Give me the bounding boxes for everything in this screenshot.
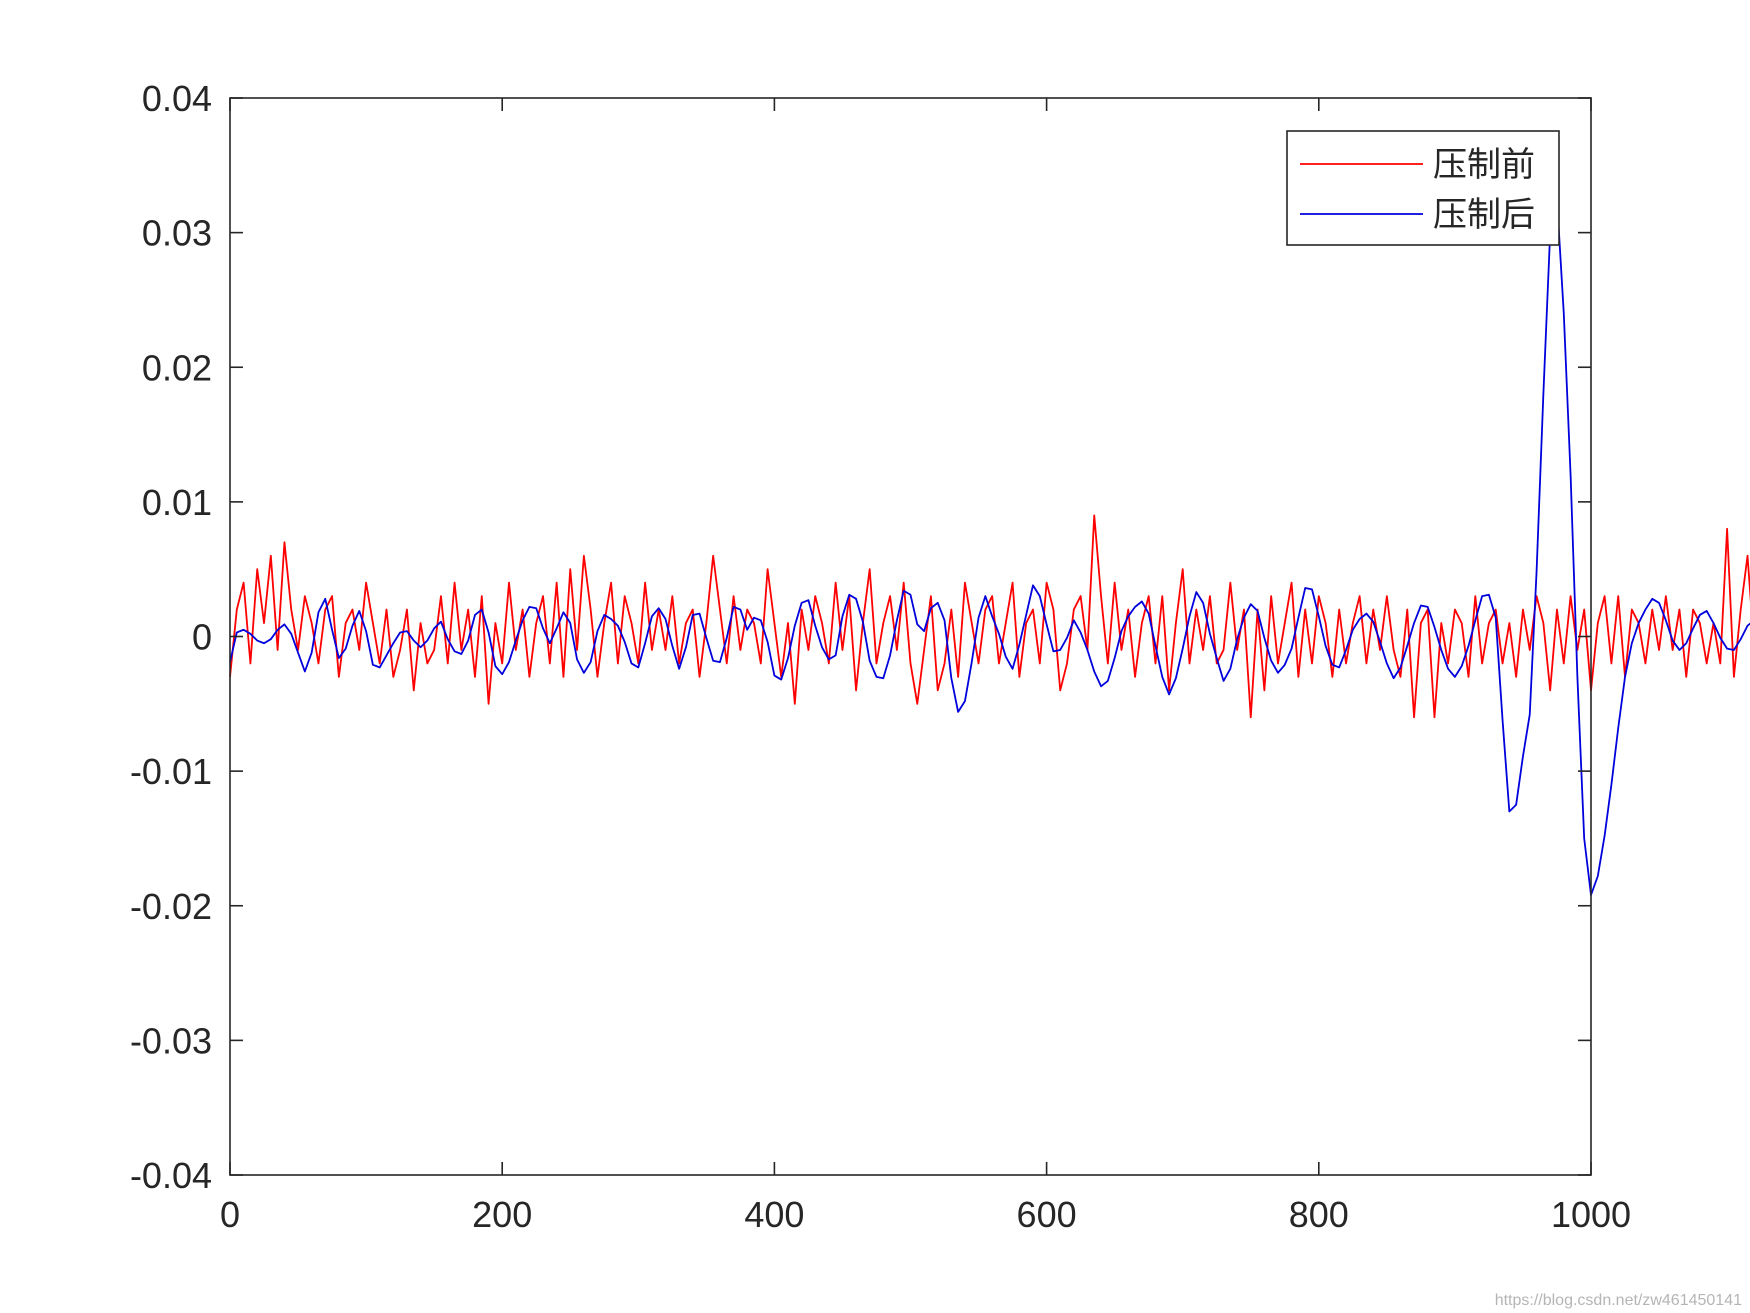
x-tick-label: 200 xyxy=(472,1194,532,1235)
series-layer xyxy=(229,198,1750,896)
x-tick-label: 1000 xyxy=(1551,1194,1631,1235)
y-tick-label: 0.01 xyxy=(142,482,212,523)
y-tick-label: -0.02 xyxy=(130,886,212,927)
y-axis: -0.04 -0.03 -0.02 -0.01 0 0.01 0.02 0.03 0.04 xyxy=(130,78,1591,1196)
y-tick-label: 0.04 xyxy=(142,78,212,119)
watermark-text: https://blog.csdn.net/zw461450141 xyxy=(1495,1292,1742,1309)
series-line-1 xyxy=(229,514,1750,719)
y-tick-label: -0.03 xyxy=(130,1020,212,1061)
y-tick-label: 0 xyxy=(192,617,212,658)
x-tick-label: 400 xyxy=(744,1194,804,1235)
y-tick-label: -0.04 xyxy=(130,1155,212,1196)
y-tick-label: 0.02 xyxy=(142,347,212,388)
x-tick-label: 0 xyxy=(220,1194,240,1235)
x-axis: 0 200 400 600 800 1000 xyxy=(220,98,1631,1235)
x-tick-label: 800 xyxy=(1289,1194,1349,1235)
legend-label-2: 压制后 xyxy=(1433,195,1535,235)
legend-box xyxy=(1286,130,1560,246)
y-tick-label: 0.03 xyxy=(142,213,212,254)
series-line-2 xyxy=(229,198,1750,896)
plot-area xyxy=(230,98,1591,1175)
y-tick-label: -0.01 xyxy=(130,751,212,792)
legend-label-1: 压制前 xyxy=(1433,145,1535,185)
x-tick-label: 600 xyxy=(1017,1194,1077,1235)
